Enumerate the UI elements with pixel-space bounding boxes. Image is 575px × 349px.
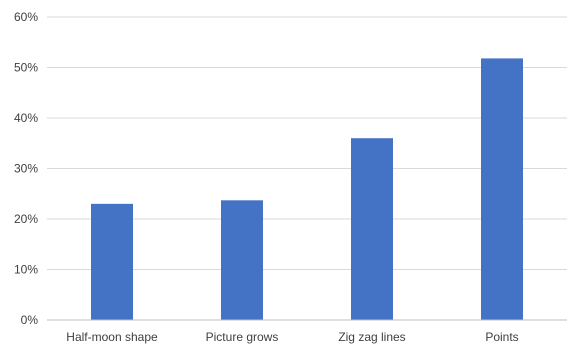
x-axis-category-labels: Half-moon shape Picture grows Zig zag line… — [66, 330, 518, 344]
x-category-label: Half-moon shape — [66, 330, 158, 344]
y-tick-label: 10% — [14, 263, 38, 277]
bars — [91, 58, 523, 320]
y-tick-label: 50% — [14, 61, 38, 75]
gridlines — [47, 16, 567, 270]
x-category-label: Zig zag lines — [338, 330, 405, 344]
y-tick-label: 60% — [14, 10, 38, 24]
y-axis-tick-labels: 0% 10% 20% 30% 40% 50% 60% — [14, 10, 38, 327]
x-category-label: Picture grows — [206, 330, 279, 344]
y-tick-label: 30% — [14, 162, 38, 176]
y-tick-label: 0% — [21, 313, 39, 327]
y-tick-label: 20% — [14, 212, 38, 226]
bar — [221, 200, 263, 320]
x-category-label: Points — [485, 330, 518, 344]
bar — [351, 138, 393, 320]
bar — [91, 203, 133, 320]
bar — [481, 58, 523, 320]
y-tick-label: 40% — [14, 111, 38, 125]
